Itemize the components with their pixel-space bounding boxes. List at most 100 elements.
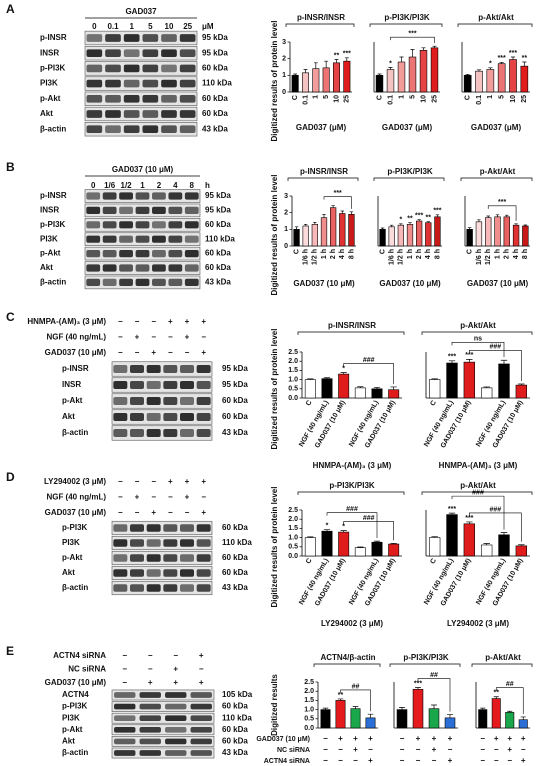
x-tick-label: 1/2 h bbox=[312, 249, 319, 265]
treatment-sign: − bbox=[135, 317, 140, 326]
blot-band bbox=[119, 192, 133, 200]
error-bar bbox=[313, 221, 317, 225]
treatment-sign: + bbox=[151, 508, 156, 517]
blot-strip bbox=[111, 736, 215, 747]
error-bar bbox=[431, 536, 438, 538]
blot-band bbox=[119, 278, 133, 287]
bar bbox=[311, 224, 318, 247]
significance: ** bbox=[407, 216, 413, 223]
bar bbox=[388, 543, 400, 557]
x-tick-label: 10 bbox=[420, 95, 427, 103]
row-label: p-PI3K bbox=[62, 702, 88, 711]
error-bar bbox=[399, 56, 404, 62]
x-tick-label: 0.1 bbox=[302, 95, 309, 105]
blot-band bbox=[180, 380, 194, 390]
blot-band bbox=[165, 750, 187, 756]
bar bbox=[365, 717, 376, 729]
blot-band bbox=[163, 428, 178, 438]
bar bbox=[428, 708, 440, 729]
x-tick-label: 8 h bbox=[348, 249, 355, 259]
blot-band bbox=[190, 726, 212, 733]
row-label: p-Akt bbox=[62, 553, 83, 562]
blot-band bbox=[161, 94, 177, 103]
x-tick-label: C bbox=[466, 249, 473, 254]
row-label: Akt bbox=[62, 568, 75, 577]
blot-band bbox=[184, 278, 199, 287]
treatment-sign: − bbox=[151, 493, 156, 502]
x-tick-label: 0.1 bbox=[387, 95, 394, 105]
blot-band bbox=[130, 569, 144, 577]
row-label: p-INSR bbox=[62, 364, 89, 373]
blot-band bbox=[86, 79, 103, 88]
row-label: p-Akt bbox=[40, 94, 61, 103]
blot-band bbox=[184, 221, 199, 229]
column-label: 0.1 bbox=[107, 22, 119, 31]
error-bar bbox=[334, 59, 339, 63]
row-label: INSR bbox=[40, 206, 59, 215]
condition-label: NC siRNA bbox=[277, 747, 310, 754]
x-tick-label: 2 h bbox=[504, 249, 511, 259]
bar bbox=[480, 544, 493, 557]
treatment-sign: + bbox=[168, 317, 173, 326]
condition-sign: − bbox=[521, 745, 526, 754]
error-bar bbox=[465, 73, 470, 76]
bracket bbox=[340, 689, 371, 712]
blot-band bbox=[163, 569, 178, 577]
error-bar bbox=[426, 221, 430, 223]
x-tick-label: 0.1 bbox=[476, 95, 483, 105]
condition-sign: + bbox=[368, 756, 373, 765]
chart-title: p-Akt/Akt bbox=[460, 481, 496, 490]
blot-band bbox=[179, 64, 196, 73]
x-tick-label: C bbox=[465, 95, 472, 100]
bar bbox=[518, 719, 528, 729]
blot-band bbox=[146, 584, 161, 592]
blot-band bbox=[102, 206, 117, 215]
blot-band bbox=[130, 380, 144, 390]
blot-band bbox=[152, 278, 166, 287]
y-tick-label: 0.5 bbox=[288, 544, 298, 551]
row-label: Akt bbox=[62, 412, 75, 421]
blot-band bbox=[179, 79, 196, 88]
error-bar bbox=[500, 359, 508, 364]
error-bar bbox=[340, 210, 344, 214]
blot-band bbox=[123, 125, 140, 134]
title-rule bbox=[313, 663, 381, 667]
blot-band bbox=[165, 738, 187, 745]
bracket bbox=[451, 342, 505, 358]
kda-label: 60 kDa bbox=[222, 523, 248, 532]
y-tick-label: 0 bbox=[282, 89, 286, 96]
blot-band bbox=[179, 125, 196, 134]
blot-band bbox=[163, 412, 178, 422]
error-bar bbox=[344, 57, 349, 62]
bar bbox=[321, 530, 333, 557]
column-label: 0 bbox=[91, 181, 96, 190]
row-label: p-INSR bbox=[40, 191, 67, 200]
chart-title: p-INSR/INSR bbox=[300, 167, 348, 176]
bar bbox=[480, 387, 493, 399]
blot-band bbox=[86, 49, 103, 58]
bar bbox=[434, 216, 441, 247]
error-bar bbox=[467, 227, 472, 230]
bracket bbox=[469, 350, 522, 382]
error-bar bbox=[522, 61, 527, 67]
error-bar bbox=[447, 714, 453, 718]
bar bbox=[304, 379, 316, 399]
bar bbox=[494, 216, 501, 247]
kda-label: 110 kDa bbox=[222, 713, 252, 722]
bar bbox=[520, 65, 529, 93]
x-tick-label: 1 h bbox=[321, 249, 328, 259]
treatment-sign: + bbox=[185, 477, 190, 486]
blot-header: GAD037 bbox=[125, 7, 157, 16]
x-axis-label: LY294002 (3 μM) bbox=[447, 619, 509, 628]
bar bbox=[408, 56, 417, 93]
condition-sign: + bbox=[353, 734, 358, 743]
blot-band bbox=[102, 192, 117, 200]
error-bar bbox=[373, 386, 381, 389]
blot-band bbox=[114, 692, 136, 698]
x-axis-label: GAD037 (μM) bbox=[382, 123, 433, 132]
x-tick-label: 25 bbox=[431, 95, 438, 103]
x-tick-label: C bbox=[429, 557, 438, 565]
treatment-sign: − bbox=[148, 665, 153, 674]
bar bbox=[428, 379, 441, 399]
y-axis-label: Digitized results of protein level bbox=[270, 21, 279, 142]
